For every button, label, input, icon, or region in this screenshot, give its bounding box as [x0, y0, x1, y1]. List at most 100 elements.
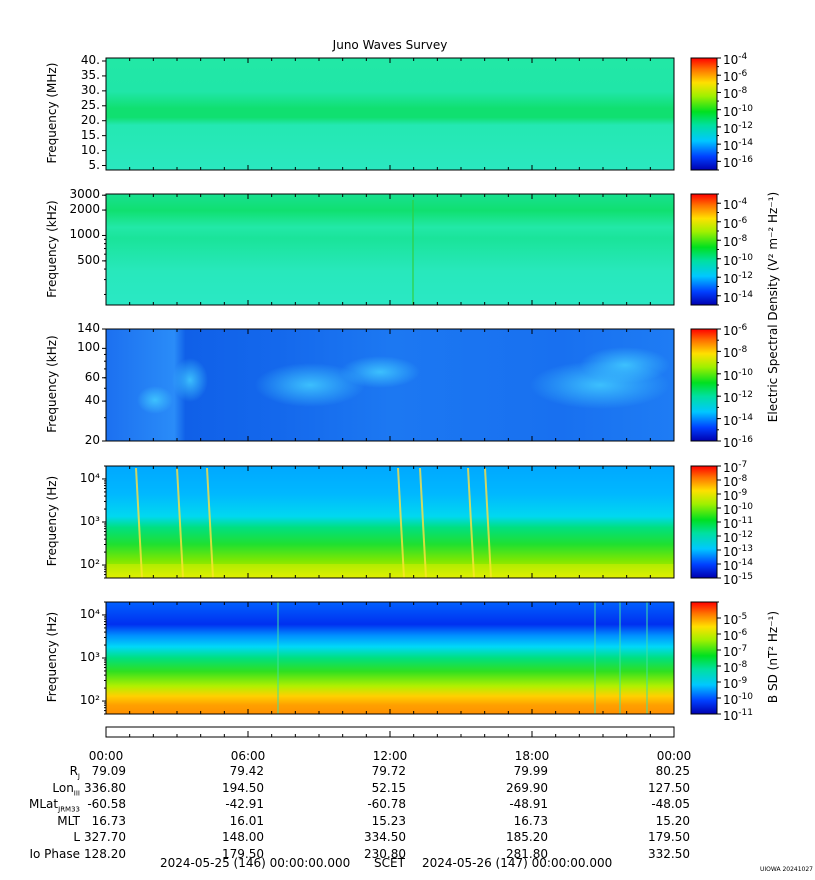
y-axis-label: Frequency (kHz): [45, 335, 59, 433]
colorbar-tick-label: 10-7: [723, 460, 748, 475]
colorbar-scale: [690, 465, 718, 579]
y-tick-label: 15.: [80, 127, 100, 142]
colorbar-tick-label: 10-10: [723, 367, 753, 383]
credit-label: UIOWA 20241027: [759, 866, 813, 873]
spectrogram-image: [106, 58, 674, 170]
time-tick-label: 00:00: [88, 749, 124, 763]
ephemeris-value: 336.80: [84, 780, 126, 795]
ephemeris-label: RJ: [69, 764, 80, 781]
time-tick-label: 00:00: [656, 749, 692, 763]
ephemeris-value: 334.50: [364, 830, 406, 844]
y-axis-label: Frequency (kHz): [45, 199, 59, 298]
ephemeris-value: 16.73: [513, 813, 548, 828]
colorbar-tick-label: 10-6: [723, 323, 748, 338]
colorbar-tick-label: 10-12: [723, 271, 753, 287]
y-tick-label: 40.: [80, 52, 100, 67]
burst-line: [206, 467, 214, 579]
y-tick-label: 500: [77, 252, 100, 267]
ephemeris-value: 16.01: [229, 813, 264, 828]
y-tick-label: 3000: [69, 187, 100, 202]
ephemeris-value: -60.58: [87, 797, 126, 811]
ephemeris-label: MLT: [57, 813, 80, 828]
ephemeris-value: 15.23: [371, 813, 406, 828]
colorbar-tick-label: 10-8: [723, 86, 748, 102]
ephemeris-value: 80.25: [655, 764, 690, 778]
spectrogram-image: [106, 194, 674, 305]
ephemeris-label: MLatJRM33: [29, 797, 80, 814]
colorbar-tick-label: 10-4: [723, 197, 748, 213]
spectrogram-panel-2: [102, 193, 675, 306]
colorbar-tick-label: 10-11: [723, 516, 753, 531]
spectrogram-panel-4: [102, 465, 675, 579]
emission-patch: [580, 347, 670, 383]
ephemeris-value: 194.50: [222, 780, 264, 795]
y-tick-label: 20: [84, 433, 100, 447]
y-tick-label: 60: [84, 369, 100, 384]
burst-line: [419, 467, 427, 579]
colorbar-tick-label: 10-8: [723, 234, 748, 250]
y-tick-label: 10.: [80, 142, 100, 157]
time-tick-label: 12:00: [372, 749, 408, 763]
colorbar-tick-label: 10-16: [723, 155, 753, 171]
y-axis-label: Frequency (Hz): [45, 611, 59, 703]
ephemeris-value: -60.78: [367, 797, 406, 811]
y-tick-label: 140: [77, 321, 100, 335]
burst-line: [484, 467, 492, 579]
burst-line: [176, 467, 184, 579]
footer-scet: SCET: [374, 856, 405, 870]
y-tick-label: 10³: [79, 514, 100, 528]
chart-title: Juno Waves Survey: [332, 38, 448, 52]
colorbar-tick-label: 10-8: [723, 474, 748, 489]
colorbar-tick-label: 10-7: [723, 644, 748, 659]
ephemeris-value: 15.20: [655, 813, 690, 828]
emission-patch: [137, 386, 173, 414]
colorbar-scale: [690, 328, 718, 442]
colorbar-1: [690, 57, 721, 171]
ephemeris-value: 79.42: [229, 764, 264, 778]
y-tick-label: 30.: [80, 82, 100, 97]
colorbar-scale: [690, 193, 718, 306]
y-tick-label: 25.: [80, 97, 100, 112]
ephemeris-value: 269.90: [506, 780, 548, 795]
colorbar-tick-label: 10-10: [723, 692, 753, 707]
burst-line: [135, 467, 143, 579]
y-tick-label: 10⁴: [79, 470, 100, 485]
ephemeris-value: 52.15: [371, 780, 406, 795]
y-tick-label: 10³: [79, 650, 100, 664]
ephemeris-value: 179.50: [222, 846, 264, 861]
colorbar-tick-label: 10-4: [723, 52, 748, 67]
ephemeris-value: 179.50: [648, 830, 690, 844]
spectrogram-panel-3: [102, 328, 675, 442]
colorbar-tick-label: 10-6: [723, 215, 748, 231]
colorbar-tick-label: 10-14: [723, 558, 753, 573]
y-tick-label: 10²: [79, 557, 100, 572]
emission-patch: [340, 356, 420, 388]
colorbar-tick-label: 10-8: [723, 345, 748, 361]
emission-patch: [255, 363, 365, 407]
ephemeris-value: -48.05: [651, 797, 690, 811]
colorbar-tick-label: 10-16: [723, 435, 753, 450]
colorbar-tick-label: 10-12: [723, 530, 753, 545]
ephemeris-value: 79.72: [371, 764, 406, 778]
ephemeris-value: 128.20: [84, 846, 126, 861]
colorbar-2: [690, 193, 721, 306]
colorbar-tick-label: 10-9: [723, 488, 748, 503]
ephemeris-value: 148.00: [222, 830, 264, 844]
ephemeris-value: 281.80: [506, 846, 548, 861]
y-tick-label: 35.: [80, 67, 100, 82]
ephemeris-label: L: [73, 830, 80, 844]
y-tick-label: 1000: [69, 227, 100, 242]
colorbar-tick-label: 10-15: [723, 572, 753, 587]
ephemeris-value: 127.50: [648, 780, 690, 795]
colorbar-tick-label: 10-13: [723, 544, 753, 559]
colorbar-tick-label: 10-11: [723, 708, 753, 723]
spectrogram-image: [106, 602, 674, 714]
ephemeris-value: 16.73: [91, 813, 126, 828]
ephemeris-value: 332.50: [648, 846, 690, 861]
colorbar-scale: [690, 57, 718, 171]
ephemeris-value: 79.09: [91, 764, 126, 778]
y-tick-label: 40: [84, 393, 100, 408]
ephemeris-label: LonIII: [52, 780, 80, 797]
emission-patch: [172, 358, 208, 402]
